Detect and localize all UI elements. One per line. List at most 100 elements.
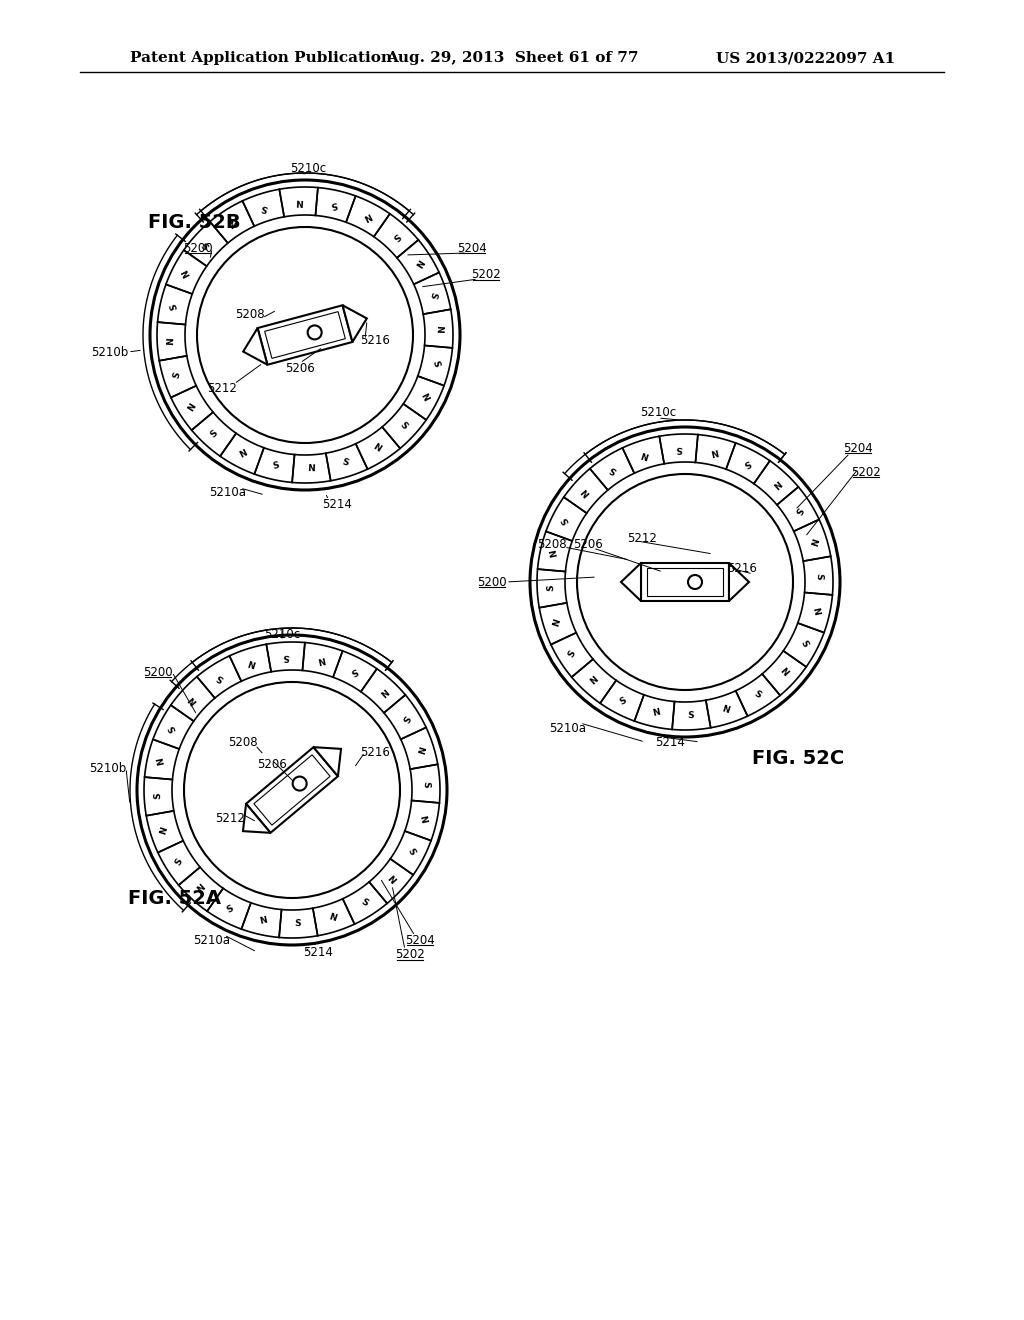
Text: S: S	[260, 202, 269, 213]
Text: S: S	[172, 371, 182, 380]
Polygon shape	[243, 804, 270, 833]
Circle shape	[530, 426, 840, 737]
Text: N: N	[328, 912, 337, 923]
Text: FIG. 52A: FIG. 52A	[128, 888, 221, 908]
Text: S: S	[687, 711, 694, 721]
Text: N: N	[156, 756, 166, 766]
Text: N: N	[589, 675, 600, 686]
Text: 5210a: 5210a	[550, 722, 587, 734]
Text: N: N	[187, 693, 199, 705]
Text: S: S	[358, 898, 370, 908]
Text: 5210a: 5210a	[194, 933, 230, 946]
Text: FIG. 52B: FIG. 52B	[148, 213, 241, 231]
Circle shape	[293, 776, 306, 791]
Text: N: N	[227, 216, 239, 228]
Text: S: S	[154, 792, 163, 800]
Text: 5210c: 5210c	[640, 405, 676, 418]
Text: N: N	[361, 210, 373, 222]
Text: 5214: 5214	[323, 499, 352, 511]
Text: 5200: 5200	[143, 665, 173, 678]
Text: 5202: 5202	[471, 268, 501, 281]
Text: S: S	[814, 573, 823, 579]
Polygon shape	[243, 329, 267, 364]
Text: N: N	[167, 337, 176, 345]
Text: S: S	[390, 231, 401, 242]
Text: N: N	[710, 446, 719, 457]
Text: N: N	[186, 401, 198, 413]
Text: S: S	[618, 696, 628, 706]
Text: Patent Application Publication: Patent Application Publication	[130, 51, 392, 65]
Text: Aug. 29, 2013  Sheet 61 of 77: Aug. 29, 2013 Sheet 61 of 77	[386, 51, 638, 65]
Text: N: N	[307, 465, 314, 474]
Text: N: N	[418, 814, 428, 824]
Text: 5206: 5206	[285, 362, 314, 375]
Text: 5210c: 5210c	[264, 628, 300, 642]
Text: S: S	[742, 458, 752, 469]
Text: 5216: 5216	[360, 334, 390, 346]
Text: N: N	[807, 537, 818, 546]
Circle shape	[150, 180, 460, 490]
Text: S: S	[676, 444, 683, 453]
Text: N: N	[549, 548, 559, 557]
Text: 5216: 5216	[727, 561, 757, 574]
Text: S: S	[168, 723, 178, 733]
Circle shape	[137, 635, 447, 945]
Text: N: N	[581, 486, 592, 498]
Text: N: N	[552, 618, 562, 627]
Polygon shape	[258, 305, 352, 364]
Text: S: S	[793, 504, 804, 515]
Polygon shape	[313, 747, 341, 776]
Text: S: S	[547, 585, 556, 591]
Text: 5200: 5200	[477, 576, 507, 589]
Text: N: N	[415, 744, 425, 755]
Text: 5208: 5208	[236, 309, 265, 322]
Text: S: S	[295, 919, 301, 928]
Text: S: S	[406, 847, 417, 857]
Text: 5208: 5208	[538, 539, 567, 552]
Text: N: N	[377, 685, 388, 697]
Text: N: N	[811, 606, 821, 615]
Polygon shape	[246, 747, 338, 833]
Text: 5216: 5216	[360, 746, 390, 759]
Text: 5202: 5202	[395, 949, 425, 961]
Text: N: N	[247, 657, 257, 668]
Polygon shape	[343, 305, 367, 342]
Text: S: S	[566, 649, 578, 659]
Text: S: S	[271, 461, 281, 471]
Text: 5212: 5212	[215, 812, 245, 825]
Text: 5204: 5204	[406, 933, 435, 946]
Text: S: S	[209, 428, 220, 440]
Text: S: S	[431, 360, 441, 368]
Text: S: S	[561, 515, 571, 525]
Text: S: S	[398, 420, 410, 430]
Text: N: N	[196, 883, 207, 895]
Text: S: S	[752, 689, 762, 701]
Text: N: N	[295, 197, 303, 206]
Text: 5210b: 5210b	[89, 762, 127, 775]
Text: S: S	[330, 199, 338, 210]
Text: 5214: 5214	[303, 945, 333, 958]
Text: 5204: 5204	[457, 242, 486, 255]
Text: US 2013/0222097 A1: US 2013/0222097 A1	[716, 51, 895, 65]
Text: S: S	[283, 652, 290, 661]
Text: S: S	[173, 857, 184, 867]
Text: 5210a: 5210a	[210, 486, 247, 499]
Text: N: N	[413, 257, 424, 269]
Text: N: N	[316, 653, 326, 664]
Text: S: S	[349, 665, 358, 677]
Circle shape	[688, 576, 702, 589]
Text: S: S	[799, 639, 809, 649]
Text: S: S	[169, 302, 179, 310]
Text: FIG. 52C: FIG. 52C	[752, 748, 844, 767]
Text: N: N	[372, 442, 383, 454]
Polygon shape	[641, 564, 729, 601]
Text: 5214: 5214	[655, 735, 685, 748]
Text: S: S	[225, 903, 236, 915]
Polygon shape	[729, 564, 749, 601]
Text: N: N	[770, 478, 781, 490]
Text: 5212: 5212	[627, 532, 657, 544]
Text: 5200: 5200	[183, 242, 213, 255]
Text: 5202: 5202	[851, 466, 881, 479]
Text: N: N	[434, 325, 443, 333]
Text: S: S	[215, 672, 225, 682]
